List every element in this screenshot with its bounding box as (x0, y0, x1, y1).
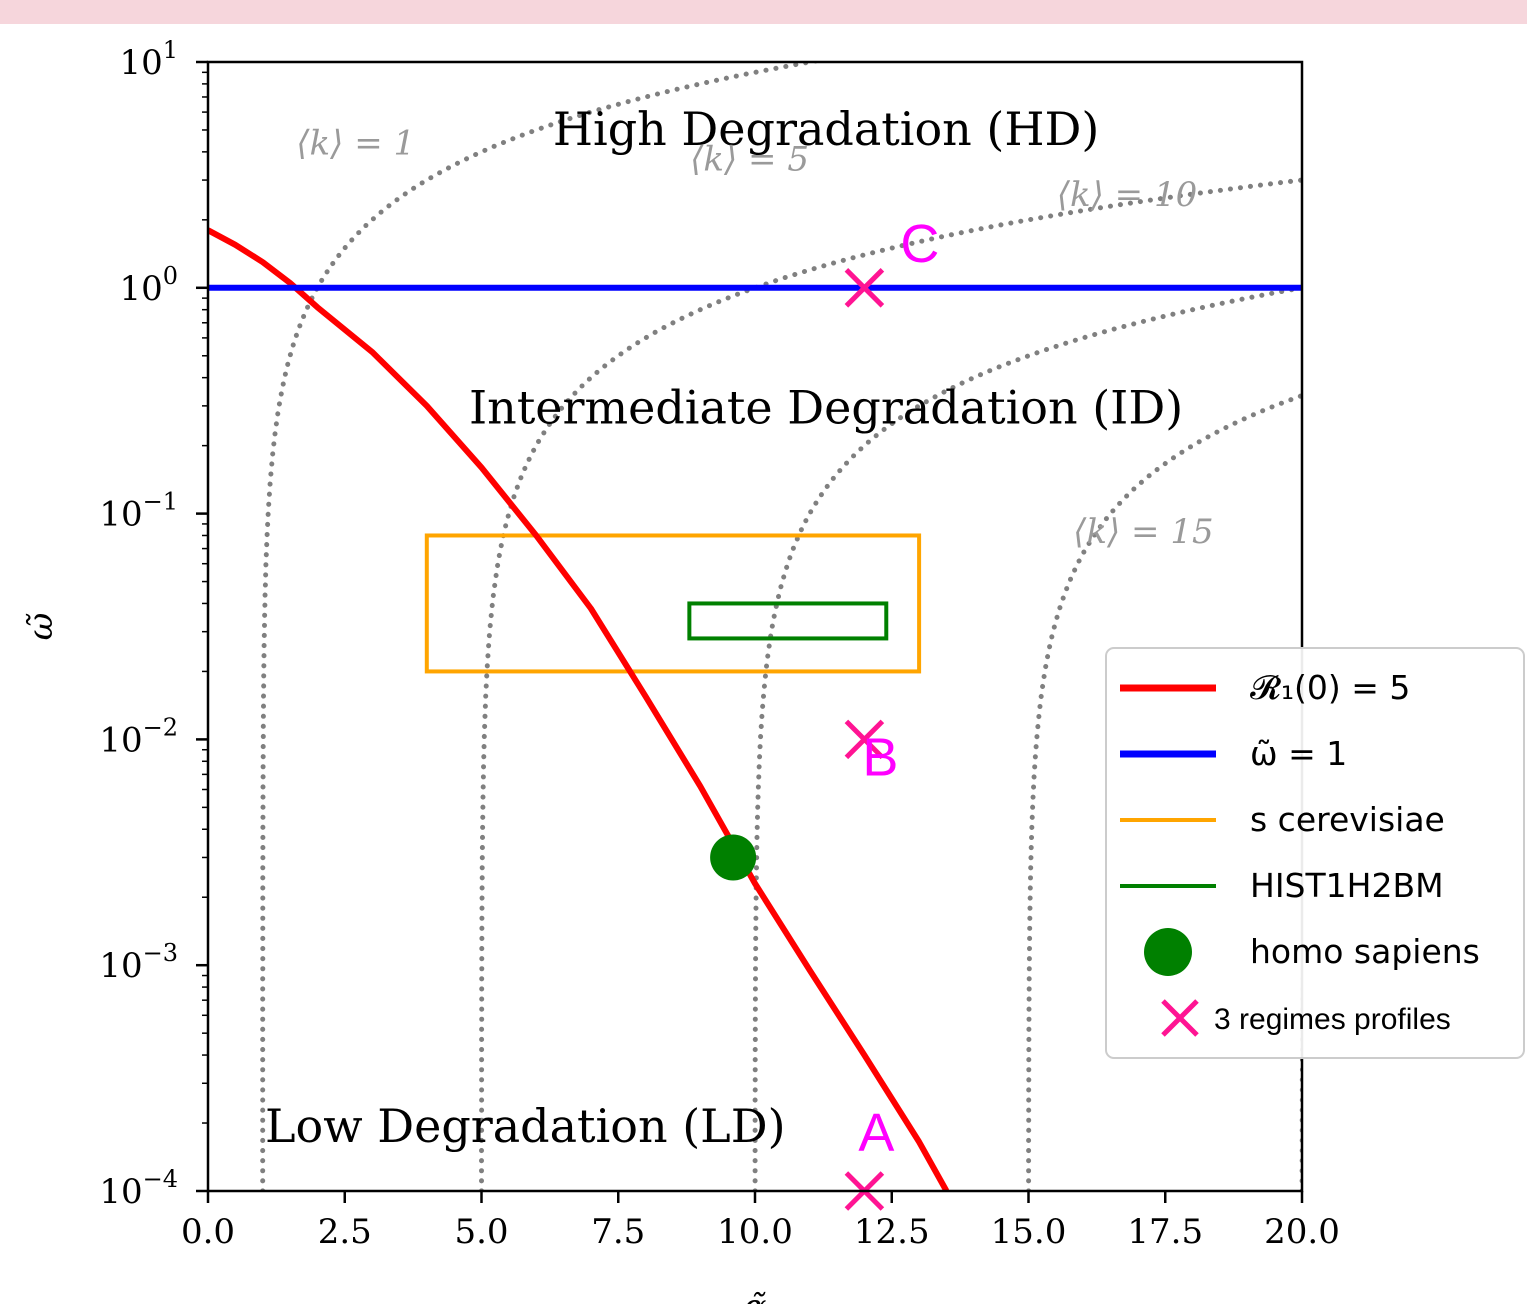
y-tick-label-2: 10−1 (99, 488, 178, 535)
y-tick-base-3: 10 (99, 720, 142, 760)
k-label-1: ⟨k⟩ = 1 (296, 123, 415, 163)
legend-item-0-label: 𝓡₁(0) = 5 (1250, 668, 1410, 707)
y-tick-label-4: 10−3 (99, 939, 178, 986)
k-curves-group (260, 62, 1302, 1191)
y-tick-exp-1: 0 (163, 262, 178, 290)
k-label-5: ⟨k⟩ = 5 (690, 140, 809, 180)
y-tick-base-5: 10 (99, 1172, 142, 1212)
y-tick-exp-3: −2 (143, 713, 178, 741)
y-tick-exp-2: −1 (143, 488, 178, 516)
x-tick-label-1: 2.5 (318, 1212, 372, 1252)
legend-item-5-swatch-b (1161, 999, 1199, 1037)
y-tick-base-4: 10 (99, 946, 142, 986)
x-tick-label-8: 20.0 (1264, 1212, 1340, 1252)
k-label-10: ⟨k⟩ = 10 (1057, 175, 1198, 215)
y-tick-label-0: 101 (119, 36, 178, 83)
region-label-2: Low Degradation (LD) (265, 1099, 786, 1153)
x-tick-label-2: 5.0 (454, 1212, 508, 1252)
y-tick-label-5: 10−4 (99, 1165, 178, 1212)
text-group: High Degradation (HD) Intermediate Degrad… (265, 102, 1214, 1163)
series-group (208, 227, 1302, 1191)
regime-label-a: A (858, 1103, 894, 1163)
x-tick-label-3: 7.5 (591, 1212, 645, 1252)
k-curve-1 (260, 62, 825, 1191)
regime-marker-stroke-b (844, 719, 885, 760)
x-tick-label-6: 15.0 (991, 1212, 1067, 1252)
homo-sapiens-point (710, 834, 757, 881)
series-r1-line (208, 227, 950, 1191)
legend-item-4-label: homo sapiens (1250, 932, 1480, 971)
x-tick-label-5: 12.5 (854, 1212, 930, 1252)
k-curve-5 (479, 177, 1302, 1191)
region-label-0: High Degradation (HD) (553, 102, 1099, 156)
region-label-1: Intermediate Degradation (ID) (469, 381, 1183, 435)
x-tick-label-7: 17.5 (1127, 1212, 1203, 1252)
rect-s-cerevisiae (424, 533, 922, 674)
regime-marker-stroke-b (844, 268, 885, 308)
k-label-15: ⟨k⟩ = 15 (1073, 512, 1214, 552)
legend-item-3-label: HIST1H2BM (1250, 866, 1444, 905)
legend-item-4-swatch (1144, 928, 1192, 976)
y-tick-base-2: 10 (99, 495, 142, 535)
y-axis-label: ω̃ (21, 613, 61, 641)
k-curve-10 (752, 285, 1302, 1191)
rectangles-group (424, 533, 922, 674)
regime-label-b: B (862, 727, 898, 787)
y-tick-label-1: 100 (119, 262, 178, 309)
top-band (0, 0, 1527, 24)
x-tick-label-0: 0.0 (181, 1212, 235, 1252)
legend: 𝓡₁(0) = 5 ω̃ = 1 s cerevisiae HIST1H2BM homo… (1105, 647, 1525, 1059)
y-tick-base-1: 10 (119, 269, 162, 309)
regime-label-c: C (900, 214, 939, 274)
y-tick-base-0: 10 (119, 43, 162, 83)
legend-item-2-label: s cerevisiae (1250, 800, 1445, 839)
y-tick-exp-5: −4 (143, 1165, 178, 1193)
regime-marker-b (844, 719, 885, 760)
rect-hist1h2bm (687, 601, 889, 641)
y-tick-exp-4: −3 (143, 939, 178, 967)
legend-item-1-label: ω̃ = 1 (1250, 734, 1347, 773)
legend-item-5-label: 3 regimes profiles (1214, 1003, 1451, 1036)
y-tick-label-3: 10−2 (99, 713, 178, 760)
x-axis-label: α̃ (744, 1287, 767, 1304)
y-tick-exp-0: 1 (163, 36, 178, 64)
regime-marker-c (844, 268, 885, 308)
legend-box (1105, 647, 1525, 1059)
x-tick-label-4: 10.0 (717, 1212, 793, 1252)
axes-group: 0.0 2.5 5.0 7.5 10.0 12.5 15.0 17.5 20.010110010… (21, 36, 1340, 1304)
